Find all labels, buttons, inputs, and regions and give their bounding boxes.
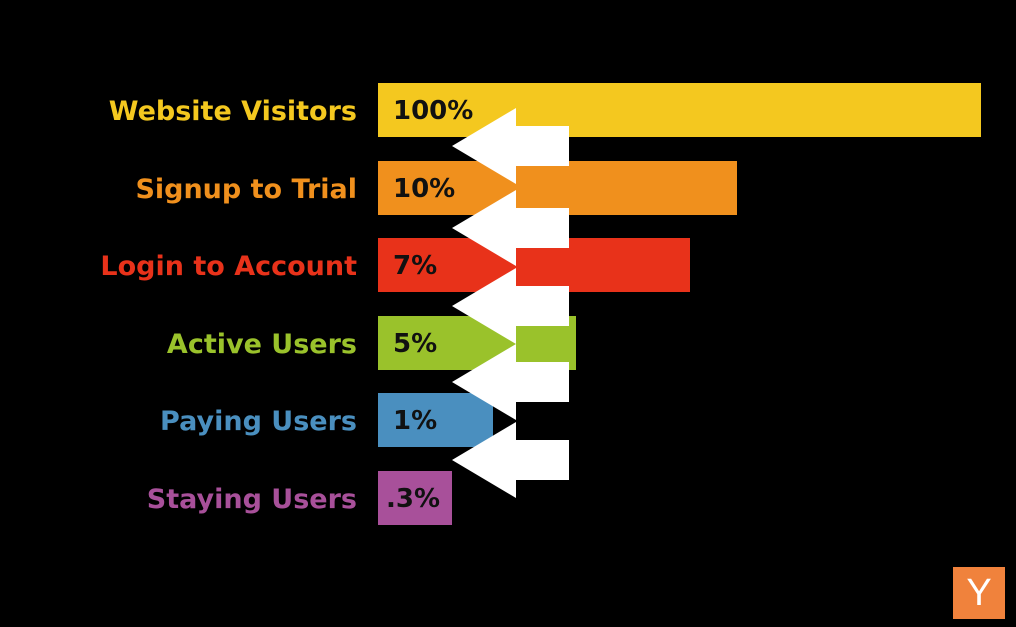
value-label-paying-users: 1% [393,406,437,436]
category-label-login-to-account: Login to Account [100,251,357,282]
category-label-signup-to-trial: Signup to Trial [135,174,357,205]
yc-logo: Y [953,567,1005,619]
bar-website-visitors [378,83,981,137]
dropoff-arrow-2 [452,190,569,266]
category-label-paying-users: Paying Users [160,406,357,437]
value-label-staying-users: .3% [386,484,440,514]
category-label-active-users: Active Users [167,329,357,360]
dropoff-arrow-5 [452,422,569,498]
dropoff-arrow-3 [452,268,569,344]
dropoff-arrow-4 [452,344,569,420]
labels-layer: Website Visitors 100% Signup to Trial 10% Lo… [100,96,473,515]
value-label-login-to-account: 7% [393,251,437,281]
bar-paying-users [378,393,493,447]
dropoff-arrow-1 [452,108,569,184]
bar-signup-to-trial [378,161,737,215]
bar-staying-users [378,471,452,525]
value-label-active-users: 5% [393,329,437,359]
category-label-website-visitors: Website Visitors [109,96,357,127]
category-label-staying-users: Staying Users [147,484,357,515]
arrows-layer [452,108,569,498]
value-label-signup-to-trial: 10% [393,174,455,204]
value-label-website-visitors: 100% [393,96,473,126]
